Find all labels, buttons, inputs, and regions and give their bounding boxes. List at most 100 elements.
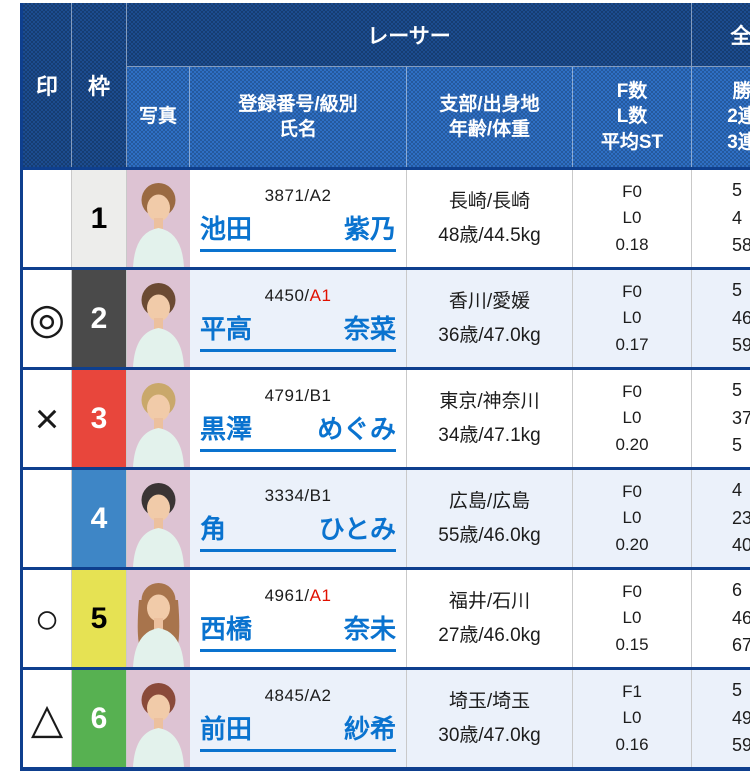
branch-birthplace: 埼玉/埼玉 (448, 691, 531, 713)
registration-class: 3871/A2 (264, 185, 332, 205)
racer-name-link[interactable]: 前田 紗希 (200, 709, 396, 752)
class-grade: A2 (309, 185, 332, 205)
racer-photo-link[interactable] (127, 570, 190, 667)
lane-number: 3 (72, 370, 127, 467)
registration-and-name-cell: 3334/B1 角 ひとみ (190, 470, 407, 567)
national-rates-cell: 5 46 59 (692, 270, 750, 367)
registration-class: 3334/B1 (264, 485, 332, 505)
racer-entry-table: 印 枠 レーサー 全国 写真 登録番号/級別 氏名 支部/出身地 年齢/体重 F… (20, 3, 750, 771)
branch-age-cell: 埼玉/埼玉 30歳/47.0kg (407, 670, 573, 767)
prediction-mark: × (23, 370, 72, 467)
age-weight: 48歳/44.5kg (438, 224, 541, 246)
f-count: F0 (622, 181, 642, 201)
fls-stats-cell: F0 L0 0.15 (573, 570, 692, 667)
branch-age-cell: 東京/神奈川 34歳/47.1kg (407, 370, 573, 467)
branch-header-line2: 年齢/体重 (448, 119, 531, 140)
given-name: ひとみ (318, 513, 396, 544)
age-weight: 36歳/47.0kg (438, 324, 541, 346)
racer-name-link[interactable]: 西橋 奈未 (200, 609, 396, 652)
age-weight: 27歳/46.0kg (438, 624, 541, 646)
fst-header-line2: L数 (616, 106, 648, 128)
surname: 池田 (200, 213, 253, 244)
fls-stats-cell: F1 L0 0.16 (573, 670, 692, 767)
top2-rate: 23 (732, 507, 750, 528)
racer-photo-link[interactable] (127, 270, 190, 367)
racer-photo-link[interactable] (127, 370, 190, 467)
top2-rate: 49 (732, 707, 750, 728)
branch-age-cell: 香川/愛媛 36歳/47.0kg (407, 270, 573, 367)
top3-rate: 58 (732, 235, 750, 256)
top2-rate: 37 (732, 407, 750, 428)
f-count: F0 (622, 381, 642, 401)
branch-age-cell: 長崎/長崎 48歳/44.5kg (407, 170, 573, 267)
racer-photo (127, 170, 190, 267)
win-rate: 5 (732, 379, 743, 400)
fls-stats-cell: F0 L0 0.17 (573, 270, 692, 367)
racer-row: 4 3334/B1 角 ひとみ 広島/広島 55歳/46.0kg (23, 467, 750, 567)
national-rates-cell: 5 37 5 (692, 370, 750, 467)
branch-header-line1: 支部/出身地 (439, 93, 540, 115)
registration-class: 4450/A1 (264, 285, 332, 305)
given-name: めぐみ (317, 413, 396, 444)
national-rates-cell: 6 46 67 (692, 570, 750, 667)
avg-st: 0.20 (615, 434, 649, 454)
racer-name-link[interactable]: 平高 奈菜 (200, 309, 396, 352)
national-header-line1: 勝率 (732, 81, 750, 103)
l-count: L0 (622, 408, 642, 428)
l-count: L0 (622, 708, 642, 728)
branch-birthplace: 香川/愛媛 (448, 291, 531, 313)
fls-stats-cell: F0 L0 0.20 (573, 370, 692, 467)
surname: 平高 (200, 313, 253, 344)
win-rate: 5 (732, 679, 743, 700)
reg-header-line1: 登録番号/級別 (238, 93, 358, 115)
win-rate: 5 (732, 279, 743, 300)
registration-and-name-cell: 4450/A1 平高 奈菜 (190, 270, 407, 367)
f-count: F0 (622, 481, 642, 501)
top2-rate: 46 (732, 607, 750, 628)
class-grade: A2 (309, 685, 332, 705)
col-header-lane: 枠 (72, 3, 127, 167)
avg-st: 0.18 (615, 234, 649, 254)
surname: 黒澤 (200, 413, 253, 444)
prediction-mark (23, 170, 72, 267)
registration-and-name-cell: 4961/A1 西橋 奈未 (190, 570, 407, 667)
col-header-reg-name: 登録番号/級別 氏名 (190, 67, 407, 167)
racer-name-link[interactable]: 黒澤 めぐみ (200, 409, 396, 452)
l-count: L0 (622, 308, 642, 328)
f-count: F0 (622, 581, 642, 601)
national-rates-cell: 5 49 59 (692, 670, 750, 767)
class-grade: A1 (309, 585, 332, 605)
given-name: 紗希 (343, 713, 396, 744)
branch-age-cell: 広島/広島 55歳/46.0kg (407, 470, 573, 567)
registration-and-name-cell: 3871/A2 池田 紫乃 (190, 170, 407, 267)
top2-rate: 46 (732, 307, 750, 328)
racer-name-link[interactable]: 角 ひとみ (200, 509, 396, 552)
f-count: F1 (622, 681, 642, 701)
racer-row: × 3 4791/B1 黒澤 めぐみ 東京/神奈川 34歳/47. (23, 367, 750, 467)
class-grade: B1 (309, 485, 332, 505)
fst-header-line3: 平均ST (600, 131, 664, 153)
racer-photo (127, 470, 190, 567)
racer-photo (127, 670, 190, 767)
fls-stats-cell: F0 L0 0.18 (573, 170, 692, 267)
racer-photo-link[interactable] (127, 470, 190, 567)
prediction-mark: ◎ (23, 270, 72, 367)
col-header-photo: 写真 (127, 67, 190, 167)
prediction-mark: ○ (23, 570, 72, 667)
reg-header-line2: 氏名 (278, 119, 317, 140)
racer-photo-link[interactable] (127, 670, 190, 767)
surname: 角 (200, 513, 227, 544)
prediction-mark (23, 470, 72, 567)
racer-photo-link[interactable] (127, 170, 190, 267)
top3-rate: 67 (732, 635, 750, 656)
top2-rate: 4 (732, 207, 743, 228)
class-grade: B1 (309, 385, 332, 405)
top3-rate: 59 (732, 335, 750, 356)
lane-number: 1 (72, 170, 127, 267)
racer-name-link[interactable]: 池田 紫乃 (200, 209, 396, 252)
avg-st: 0.20 (615, 534, 649, 554)
national-rates-cell: 5 4 58 (692, 170, 750, 267)
lane-number: 4 (72, 470, 127, 567)
national-rates-cell: 4 23 40 (692, 470, 750, 567)
age-weight: 30歳/47.0kg (438, 724, 541, 746)
